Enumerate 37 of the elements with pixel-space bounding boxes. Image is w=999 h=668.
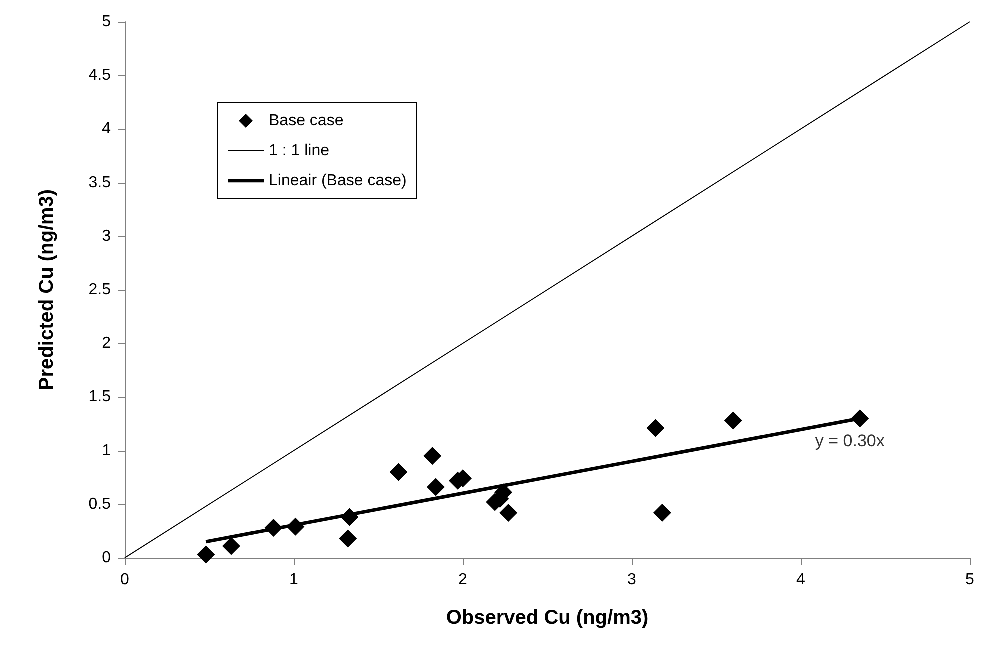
y-tick-label: 4.5 bbox=[88, 67, 112, 84]
y-tick-label: 0 bbox=[102, 550, 112, 566]
y-tick-label: 2.5 bbox=[88, 282, 112, 298]
y-tick-label: 1.5 bbox=[88, 388, 112, 406]
point bbox=[500, 504, 518, 522]
y-tick-label: 4 bbox=[102, 120, 112, 138]
x-tick-label: 3 bbox=[628, 572, 637, 588]
legend-label: Lineair (Base case) bbox=[269, 172, 407, 190]
x-tick-label: 2 bbox=[458, 572, 468, 588]
y-axis-title: Predicted Cu (ng/m3) bbox=[36, 189, 58, 391]
point bbox=[339, 530, 358, 548]
y-tick-label: 3 bbox=[102, 228, 112, 245]
point bbox=[222, 537, 240, 556]
x-tick-label: 5 bbox=[966, 572, 975, 588]
point bbox=[340, 508, 359, 526]
x-tick-label: 4 bbox=[796, 572, 806, 588]
y-tick-label: 2 bbox=[102, 335, 112, 352]
legend-label: Base case bbox=[269, 112, 344, 130]
point bbox=[424, 447, 442, 466]
point bbox=[426, 478, 445, 496]
annotation: y = 0.30x bbox=[815, 432, 886, 451]
x-axis-title: Observed Cu (ng/m3) bbox=[446, 607, 649, 629]
point bbox=[390, 463, 408, 482]
point bbox=[264, 518, 283, 537]
point bbox=[197, 546, 216, 564]
point bbox=[653, 504, 672, 522]
y-tick-label: 1 bbox=[102, 442, 112, 460]
point bbox=[851, 410, 870, 428]
point bbox=[724, 412, 742, 430]
point bbox=[646, 419, 665, 438]
point bbox=[286, 518, 305, 536]
y-tick-label: 5 bbox=[102, 14, 112, 30]
legend-label: 1 : 1 line bbox=[269, 142, 330, 160]
x-tick-label: 0 bbox=[120, 572, 130, 588]
x-tick-label: 1 bbox=[290, 572, 299, 588]
y-tick-label: 0.5 bbox=[88, 496, 112, 513]
y-tick-label: 3.5 bbox=[88, 174, 112, 192]
